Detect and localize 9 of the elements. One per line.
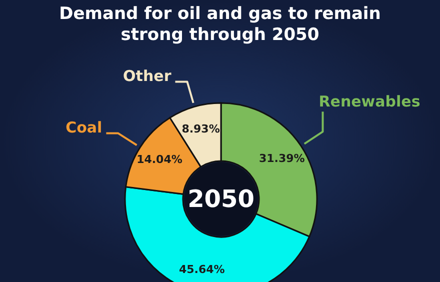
- data-label: 14.04%: [136, 153, 182, 166]
- data-label: 45.64%: [179, 262, 225, 276]
- text: 2050: [188, 185, 254, 213]
- data-label: 8.93%: [182, 122, 220, 136]
- slice-label: Other: [123, 66, 172, 85]
- slice-label: Renewables: [318, 92, 420, 111]
- data-label: 31.39%: [258, 152, 305, 166]
- chart-title: Demand for oil and gas to remain strong through 2050: [58, 4, 382, 46]
- slice-label: Coal: [66, 118, 102, 136]
